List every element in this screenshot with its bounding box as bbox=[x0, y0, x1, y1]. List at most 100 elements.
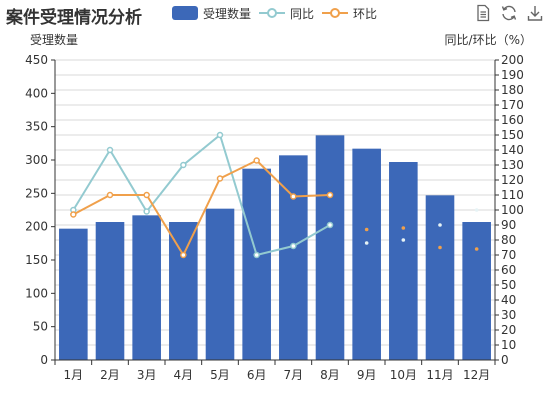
bar bbox=[242, 168, 271, 360]
x-tick-label: 6月 bbox=[247, 368, 267, 382]
x-tick-label: 4月 bbox=[174, 368, 194, 382]
legend-bar-label: 受理数量 bbox=[203, 6, 252, 21]
y2-tick-label: 60 bbox=[501, 263, 516, 277]
legend-item-yoy[interactable]: 同比 bbox=[259, 5, 314, 22]
x-tick-label: 12月 bbox=[463, 368, 490, 382]
mom-line bbox=[72, 159, 331, 258]
x-tick-label: 9月 bbox=[357, 368, 377, 382]
y2-tick-label: 180 bbox=[501, 83, 524, 97]
mom-point bbox=[70, 211, 77, 218]
y-tick-label: 100 bbox=[25, 286, 48, 300]
yoy-point bbox=[364, 241, 369, 245]
yoy-line bbox=[72, 133, 331, 257]
y2-tick-label: 150 bbox=[501, 128, 524, 142]
y2-tick-label: 160 bbox=[501, 113, 524, 127]
x-tick-label: 5月 bbox=[210, 368, 230, 382]
y2-tick-label: 40 bbox=[501, 293, 516, 307]
y-tick-label: 0 bbox=[40, 353, 48, 367]
mom-point bbox=[180, 251, 187, 259]
y2-tick-label: 100 bbox=[501, 203, 524, 217]
mom-point bbox=[474, 247, 479, 251]
mom-point bbox=[326, 191, 334, 199]
mom-point bbox=[106, 191, 114, 199]
bar bbox=[132, 215, 161, 360]
y2-tick-label: 170 bbox=[501, 98, 524, 112]
mom-point bbox=[143, 191, 150, 199]
y2-tick-label: 90 bbox=[501, 218, 516, 232]
mom-point bbox=[438, 245, 442, 250]
x-tick-label: 3月 bbox=[137, 368, 157, 382]
yoy-point bbox=[438, 223, 442, 227]
y2-tick-label: 20 bbox=[501, 323, 516, 337]
y2-axis-title: 同比/环比（%） bbox=[445, 33, 532, 47]
yoy-point bbox=[106, 146, 114, 154]
yoy-point bbox=[401, 238, 406, 242]
bar bbox=[315, 135, 345, 360]
mom-point bbox=[364, 227, 369, 232]
y-axis-title: 受理数量 bbox=[30, 32, 78, 47]
mom-point bbox=[401, 226, 406, 230]
mom-point bbox=[253, 157, 260, 164]
bar bbox=[352, 148, 381, 360]
yoy-point bbox=[290, 242, 297, 250]
y2-tick-label: 140 bbox=[501, 143, 524, 157]
y2-tick-label: 200 bbox=[501, 53, 524, 67]
toolbox bbox=[474, 4, 544, 22]
y-tick-label: 50 bbox=[33, 320, 48, 334]
y2-tick-label: 80 bbox=[501, 233, 516, 247]
yoy-point bbox=[253, 251, 260, 259]
legend-mom-swatch bbox=[322, 8, 349, 18]
y2-tick-label: 130 bbox=[501, 158, 524, 172]
bar bbox=[425, 195, 455, 360]
bar bbox=[169, 222, 198, 360]
x-tick-label: 11月 bbox=[426, 368, 453, 382]
y-tick-label: 250 bbox=[25, 186, 48, 200]
yoy-point bbox=[70, 206, 77, 214]
legend-item-bar[interactable]: 受理数量 bbox=[172, 5, 251, 22]
legend-item-mom[interactable]: 环比 bbox=[322, 5, 377, 22]
x-tick-label: 7月 bbox=[284, 368, 304, 382]
y-tick-label: 450 bbox=[25, 53, 48, 67]
chart-title: 案件受理情况分析 bbox=[6, 8, 142, 28]
yoy-point bbox=[180, 161, 187, 169]
y2-tick-label: 110 bbox=[501, 188, 524, 202]
mom-point bbox=[216, 175, 224, 182]
legend-yoy-swatch bbox=[259, 8, 286, 18]
yoy-point bbox=[143, 208, 150, 215]
bar bbox=[462, 222, 491, 360]
legend: 受理数量 同比 环比 bbox=[172, 4, 385, 22]
bar bbox=[95, 222, 125, 360]
x-tick-label: 2月 bbox=[100, 368, 120, 382]
download-icon[interactable] bbox=[526, 4, 544, 22]
y2-tick-label: 50 bbox=[501, 278, 516, 292]
x-tick-label: 10月 bbox=[390, 368, 417, 382]
mom-point bbox=[290, 193, 297, 200]
yoy-point bbox=[326, 221, 334, 229]
refresh-icon[interactable] bbox=[500, 4, 518, 22]
x-tick-label: 8月 bbox=[320, 368, 340, 382]
legend-yoy-label: 同比 bbox=[290, 6, 315, 21]
yoy-point bbox=[216, 131, 224, 139]
bar bbox=[279, 155, 308, 360]
legend-bar-swatch bbox=[172, 6, 198, 20]
y2-tick-label: 10 bbox=[501, 338, 516, 352]
y-tick-label: 300 bbox=[25, 153, 48, 167]
y2-tick-label: 30 bbox=[501, 308, 516, 322]
yoy-point bbox=[474, 208, 479, 212]
document-icon[interactable] bbox=[474, 4, 492, 22]
bar bbox=[389, 162, 418, 360]
y-tick-label: 200 bbox=[25, 220, 48, 234]
y2-tick-label: 190 bbox=[501, 68, 524, 82]
bar bbox=[59, 228, 88, 360]
y-tick-label: 350 bbox=[25, 120, 48, 134]
bar bbox=[205, 208, 235, 360]
y-tick-label: 150 bbox=[25, 253, 48, 267]
y-tick-label: 400 bbox=[25, 86, 48, 100]
y2-tick-label: 70 bbox=[501, 248, 516, 262]
y2-tick-label: 120 bbox=[501, 173, 524, 187]
legend-mom-label: 环比 bbox=[353, 6, 378, 21]
y2-tick-label: 0 bbox=[501, 353, 509, 367]
x-tick-label: 1月 bbox=[64, 368, 84, 382]
